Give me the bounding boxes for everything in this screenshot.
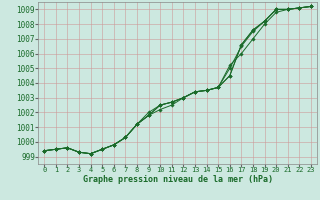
- X-axis label: Graphe pression niveau de la mer (hPa): Graphe pression niveau de la mer (hPa): [83, 175, 273, 184]
